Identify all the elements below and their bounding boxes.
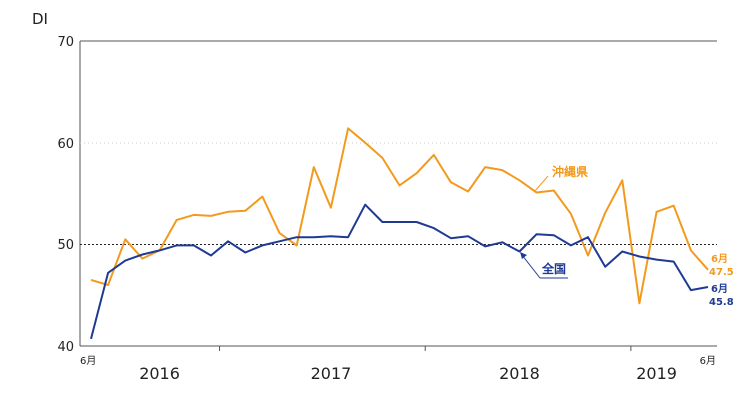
year-label: 2019 [636,364,677,383]
okinawa-callout-leader [534,175,549,192]
y-tick-label: 50 [57,238,74,253]
x-start-month-label: 6月 [80,355,96,367]
national-callout-leader [521,254,541,279]
y-axis-label: DI [32,10,48,28]
y-tick-label: 60 [57,137,74,152]
series-label-national: 全国 [541,261,566,276]
series-line-okinawa [90,127,709,305]
national-end-value: 45.8 [709,297,734,308]
y-tick-label: 40 [57,340,74,355]
national-callout-arrowhead [520,252,527,259]
series-line-national [90,203,709,340]
y-tick-label: 70 [57,35,74,50]
series-label-okinawa: 沖縄県 [552,164,588,179]
okinawa-end-month: 6月 [711,253,728,265]
year-label: 2018 [499,364,540,383]
x-end-month-label: 6月 [700,355,716,367]
year-label: 2016 [139,364,180,383]
national-end-month: 6月 [711,283,728,295]
okinawa-end-value: 47.5 [709,267,734,278]
year-label: 2017 [311,364,352,383]
